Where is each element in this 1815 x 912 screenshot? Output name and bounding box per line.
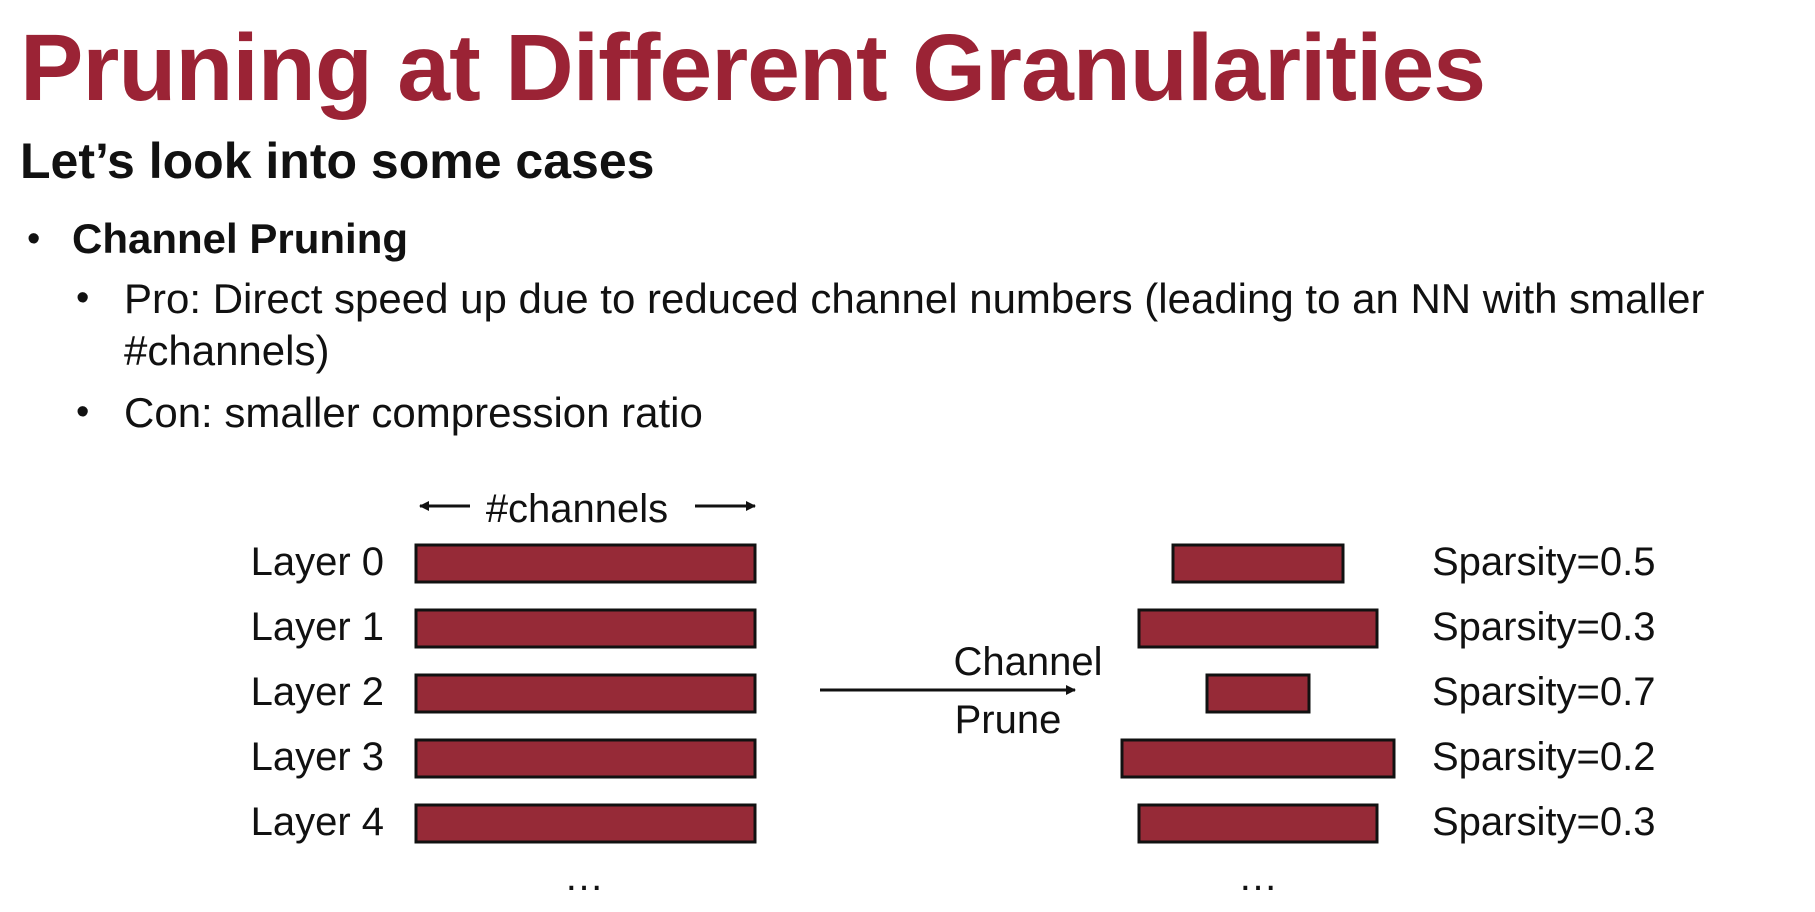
ellipsis-left: … bbox=[564, 855, 604, 899]
original-layer-bar bbox=[414, 543, 757, 584]
arrow-label-channel: Channel bbox=[953, 640, 1102, 684]
slide-subtitle: Let’s look into some cases bbox=[20, 133, 655, 189]
sparsity-label: Sparsity=0.2 bbox=[1432, 735, 1655, 779]
original-layer-bar bbox=[414, 803, 757, 844]
pruned-layer-bar bbox=[1171, 543, 1345, 584]
channels-label: #channels bbox=[486, 487, 668, 531]
slide-title: Pruning at Different Granularities bbox=[20, 15, 1486, 121]
bullet-con: Con: smaller compression ratio bbox=[124, 389, 703, 436]
sparsity-label: Sparsity=0.3 bbox=[1432, 605, 1655, 649]
layer-label: Layer 4 bbox=[251, 800, 384, 844]
original-layer-bar bbox=[414, 673, 757, 714]
sparsity-label: Sparsity=0.5 bbox=[1432, 540, 1655, 584]
sparsity-label: Sparsity=0.3 bbox=[1432, 800, 1655, 844]
arrow-label-prune: Prune bbox=[955, 698, 1062, 742]
layer-label: Layer 1 bbox=[251, 605, 384, 649]
original-layer-bar bbox=[414, 608, 757, 649]
layer-label: Layer 0 bbox=[251, 540, 384, 584]
original-layer-bar bbox=[414, 738, 757, 779]
pruned-layer-bar bbox=[1120, 738, 1396, 779]
bullet-dot: • bbox=[76, 391, 90, 433]
bullet-dot: • bbox=[76, 277, 90, 319]
layer-label: Layer 3 bbox=[251, 735, 384, 779]
bullet-pro-line2: #channels) bbox=[124, 327, 330, 374]
bullet-pro-line1: Pro: Direct speed up due to reduced chan… bbox=[124, 275, 1705, 322]
bullet-channel-pruning: Channel Pruning bbox=[72, 215, 408, 262]
pruned-layer-bar bbox=[1205, 673, 1311, 714]
pruned-layer-bar bbox=[1137, 803, 1379, 844]
bullet-dot: • bbox=[27, 218, 41, 260]
ellipsis-right: … bbox=[1238, 855, 1278, 899]
layer-label: Layer 2 bbox=[251, 670, 384, 714]
pruned-layer-bar bbox=[1137, 608, 1379, 649]
sparsity-label: Sparsity=0.7 bbox=[1432, 670, 1655, 714]
